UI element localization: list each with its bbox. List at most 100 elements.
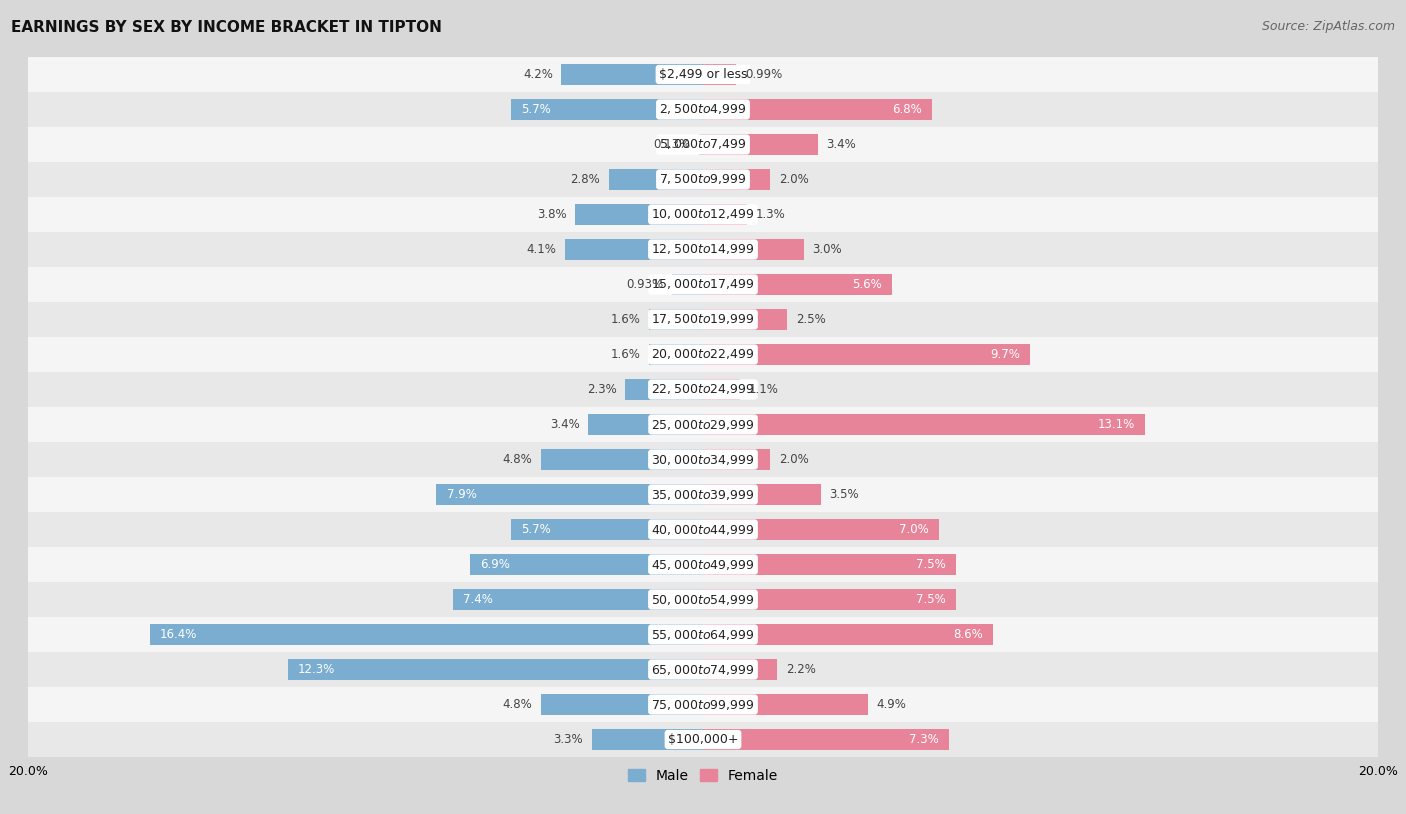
Text: $65,000 to $74,999: $65,000 to $74,999 [651,663,755,676]
Text: 3.5%: 3.5% [830,488,859,501]
Bar [28,477,1378,512]
Text: 5.6%: 5.6% [852,278,882,291]
Bar [28,337,1378,372]
Text: 2.5%: 2.5% [796,313,825,326]
Bar [565,239,703,260]
Text: 2.2%: 2.2% [786,663,815,676]
Bar [436,484,703,505]
Bar [672,274,703,295]
Text: $12,500 to $14,999: $12,500 to $14,999 [651,243,755,256]
Text: 6.8%: 6.8% [893,103,922,116]
Bar [703,729,949,751]
Legend: Male, Female: Male, Female [623,764,783,789]
Text: 1.3%: 1.3% [755,208,785,221]
Text: 2.0%: 2.0% [779,173,808,186]
Bar [28,372,1378,407]
Text: 4.1%: 4.1% [526,243,557,256]
Text: 8.6%: 8.6% [953,628,983,641]
Text: 0.13%: 0.13% [652,138,690,151]
Bar [626,379,703,400]
Text: 5.7%: 5.7% [520,523,551,536]
Bar [28,547,1378,582]
Text: 4.2%: 4.2% [523,68,553,81]
Bar [28,652,1378,687]
Text: 1.1%: 1.1% [748,383,779,396]
Bar [28,92,1378,127]
Text: 2.8%: 2.8% [571,173,600,186]
Text: 4.8%: 4.8% [503,698,533,711]
Bar [149,624,703,646]
Bar [703,379,740,400]
Bar [703,204,747,225]
Text: 0.93%: 0.93% [626,278,664,291]
Text: $22,500 to $24,999: $22,500 to $24,999 [651,383,755,396]
Text: $35,000 to $39,999: $35,000 to $39,999 [651,488,755,501]
Bar [453,589,703,610]
Bar [703,414,1144,435]
Text: 7.0%: 7.0% [900,523,929,536]
Bar [703,624,993,646]
Text: 3.0%: 3.0% [813,243,842,256]
Text: 2.0%: 2.0% [779,453,808,466]
Text: 2.3%: 2.3% [588,383,617,396]
Text: 6.9%: 6.9% [481,558,510,571]
Text: $7,500 to $9,999: $7,500 to $9,999 [659,173,747,186]
Text: 7.5%: 7.5% [917,593,946,606]
Bar [470,554,703,575]
Text: $2,499 or less: $2,499 or less [659,68,747,81]
Bar [28,407,1378,442]
Bar [609,168,703,190]
Bar [561,63,703,85]
Bar [28,197,1378,232]
Bar [28,442,1378,477]
Bar [703,554,956,575]
Bar [703,519,939,540]
Bar [288,659,703,681]
Bar [28,127,1378,162]
Bar [28,267,1378,302]
Bar [28,162,1378,197]
Bar [703,484,821,505]
Bar [703,309,787,330]
Bar [28,687,1378,722]
Text: 0.99%: 0.99% [745,68,782,81]
Bar [541,694,703,716]
Bar [28,57,1378,92]
Bar [703,344,1031,365]
Text: 4.9%: 4.9% [877,698,907,711]
Text: $15,000 to $17,499: $15,000 to $17,499 [651,278,755,291]
Bar [510,519,703,540]
Text: 12.3%: 12.3% [298,663,335,676]
Bar [703,239,804,260]
Bar [703,274,891,295]
Text: 9.7%: 9.7% [990,348,1021,361]
Text: 13.1%: 13.1% [1098,418,1135,431]
Bar [575,204,703,225]
Bar [703,63,737,85]
Bar [703,659,778,681]
Text: $100,000+: $100,000+ [668,733,738,746]
Text: 5.7%: 5.7% [520,103,551,116]
Text: 3.4%: 3.4% [827,138,856,151]
Bar [510,98,703,120]
Bar [28,512,1378,547]
Bar [703,168,770,190]
Bar [650,344,703,365]
Bar [592,729,703,751]
Text: 7.9%: 7.9% [447,488,477,501]
Text: $45,000 to $49,999: $45,000 to $49,999 [651,558,755,571]
Bar [588,414,703,435]
Text: 3.8%: 3.8% [537,208,567,221]
Bar [703,589,956,610]
Text: $25,000 to $29,999: $25,000 to $29,999 [651,418,755,431]
Text: 7.4%: 7.4% [464,593,494,606]
Text: 1.6%: 1.6% [610,348,641,361]
Bar [650,309,703,330]
Bar [28,232,1378,267]
Bar [28,302,1378,337]
Bar [703,98,932,120]
Text: $75,000 to $99,999: $75,000 to $99,999 [651,698,755,711]
Bar [541,449,703,470]
Bar [703,449,770,470]
Bar [703,694,869,716]
